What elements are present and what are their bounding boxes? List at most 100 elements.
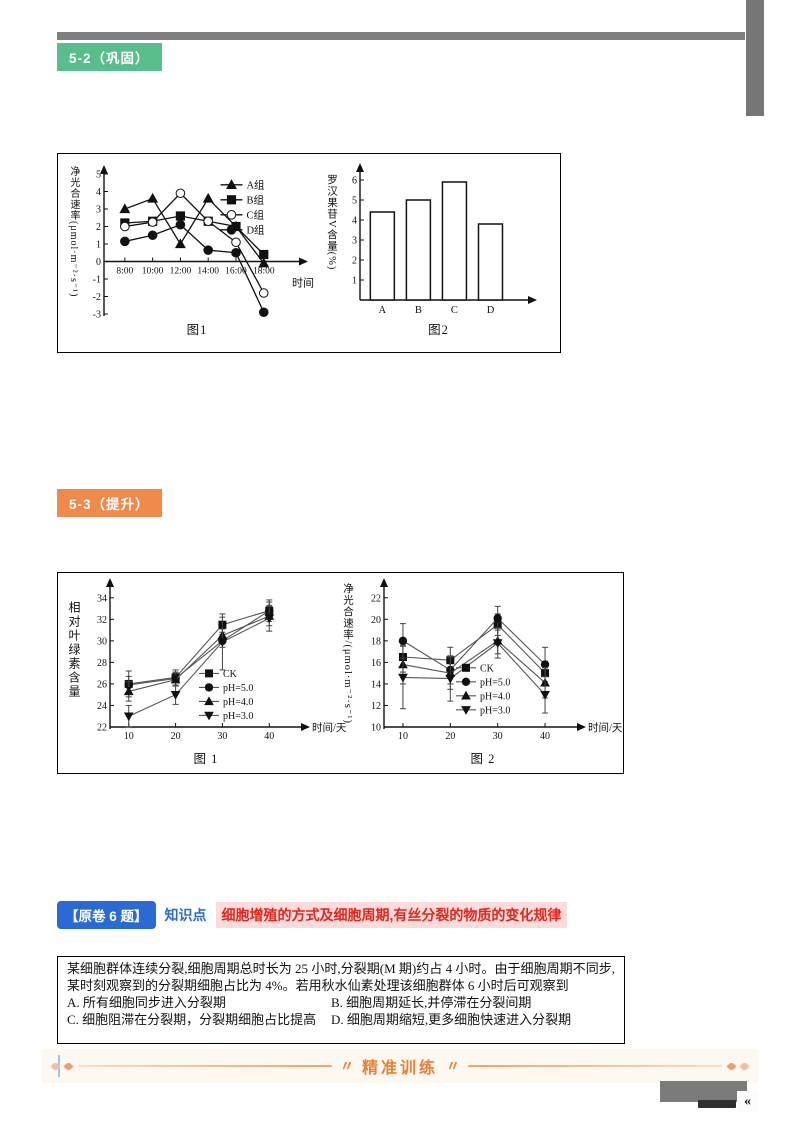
footer-small-text	[698, 1100, 736, 1108]
svg-text:18: 18	[371, 636, 381, 647]
footer-gray-bar	[660, 1081, 747, 1102]
footer-guillemet: «	[737, 1091, 758, 1112]
question-source-badge: 【原卷 6 题】	[57, 901, 156, 929]
svg-text:3: 3	[96, 205, 101, 216]
options-grid: A. 所有细胞同步进入分裂期 B. 细胞周期延长,并停滞在分裂间期 C. 细胞阻…	[67, 995, 615, 1028]
svg-text:12: 12	[371, 701, 381, 712]
svg-text:1: 1	[96, 240, 101, 251]
svg-text:20: 20	[171, 731, 181, 742]
question-box: 某细胞群体连续分裂,细胞周期总时长为 25 小时,分裂期(M 期)约占 4 小时…	[57, 956, 625, 1044]
option-label: C.	[67, 1011, 79, 1027]
line-chart-canvas: -3 -2 -1 0 1 2 3 4 5 8:00 10:00 12:00 14:00 16:00 18:0…	[93, 165, 314, 321]
svg-text:10: 10	[124, 731, 134, 742]
svg-text:24: 24	[97, 701, 107, 712]
question-stem: 某细胞群体连续分裂,细胞周期总时长为 25 小时,分裂期(M 期)约占 4 小时…	[67, 961, 615, 993]
svg-text:pH=4.0: pH=4.0	[223, 697, 253, 708]
svg-text:0: 0	[96, 257, 101, 268]
svg-text:时间/天: 时间/天	[588, 721, 623, 734]
figure-caption: 图 1	[193, 752, 219, 766]
svg-text:18:00: 18:00	[253, 267, 275, 277]
svg-text:26: 26	[97, 679, 107, 690]
figure-panel-2: 相对叶绿素含量 22 24 26 28 30 32 34 10 20 30 40 时间/天 CK pH=5…	[57, 572, 624, 774]
y-axis-label: 罗汉果苷V含量(%)	[326, 174, 337, 271]
figure-caption: 图1	[186, 323, 208, 337]
section-badge-5-3: 5-3（提升）	[57, 489, 162, 517]
svg-text:14:00: 14:00	[197, 267, 219, 277]
svg-text:-2: -2	[93, 292, 101, 303]
option-label: B.	[331, 995, 343, 1010]
svg-text:40: 40	[540, 731, 550, 742]
svg-text:16:00: 16:00	[225, 267, 247, 277]
svg-text:pH=4.0: pH=4.0	[480, 691, 510, 702]
top-divider-bar	[57, 32, 745, 40]
figure-panel-1: 净光合速率(μmol·m⁻²·s⁻¹) -3 -2 -1 0 1 2 3 4 5 8:00 10:0…	[57, 153, 561, 353]
bar-chart-canvas: 1 2 3 4 5 6 A B C D	[352, 163, 537, 316]
option-label: A.	[67, 995, 80, 1010]
line-chart-canvas: 10 12 14 16 18 20 22 10 20 30 40 时间/天 CK pH=5.0 pH=4.0…	[371, 578, 623, 742]
svg-text:32: 32	[97, 615, 107, 626]
chart-net-photosynthesis-ph: 净光合速率/(μmol·m⁻²·s⁻¹) 10 12 14 16 18 20 22 10 20 3…	[334, 578, 623, 767]
svg-text:34: 34	[97, 593, 107, 604]
svg-text:-3: -3	[93, 310, 101, 321]
svg-text:16: 16	[371, 658, 381, 669]
svg-text:2: 2	[96, 222, 101, 233]
svg-text:A: A	[379, 305, 387, 316]
svg-text:CK: CK	[480, 663, 495, 674]
svg-text:3: 3	[352, 236, 357, 247]
svg-text:5: 5	[352, 196, 357, 207]
figure-caption: 图 2	[470, 752, 496, 766]
diamond-ornament-icon	[739, 1061, 750, 1071]
svg-text:28: 28	[97, 658, 107, 669]
right-edge-bar	[746, 0, 764, 116]
svg-text:10:00: 10:00	[142, 267, 164, 277]
svg-text:12:00: 12:00	[170, 267, 192, 277]
svg-text:22: 22	[97, 723, 107, 734]
option-a: A. 所有细胞同步进入分裂期	[67, 995, 331, 1012]
svg-text:40: 40	[264, 731, 274, 742]
option-c: C. 细胞阻滞在分裂期，分裂期细胞占比提高	[67, 1012, 331, 1029]
svg-text:时间/天: 时间/天	[312, 721, 347, 734]
option-label: D.	[331, 1011, 344, 1027]
svg-text:C: C	[451, 305, 458, 316]
svg-text:10: 10	[371, 723, 381, 734]
svg-text:-1: -1	[93, 275, 101, 286]
svg-text:D: D	[487, 305, 495, 316]
chart-relative-chlorophyll: 相对叶绿素含量 22 24 26 28 30 32 34 10 20 30 40 时间/天 CK pH=5…	[62, 578, 347, 767]
svg-text:B组: B组	[246, 193, 264, 206]
svg-text:pH=5.0: pH=5.0	[480, 677, 510, 688]
svg-text:4: 4	[352, 216, 357, 227]
svg-text:pH=5.0: pH=5.0	[223, 683, 253, 694]
svg-text:pH=3.0: pH=3.0	[480, 705, 510, 716]
option-text: 所有细胞同步进入分裂期	[82, 995, 226, 1010]
knowledge-point-label: 知识点	[164, 907, 207, 923]
svg-text:C组: C组	[246, 208, 264, 221]
training-banner: 〃 精准训练 〃	[42, 1049, 758, 1083]
svg-text:A组: A组	[246, 178, 265, 191]
svg-text:时间: 时间	[292, 277, 314, 290]
svg-text:1: 1	[352, 276, 357, 287]
svg-text:30: 30	[97, 636, 107, 647]
svg-text:30: 30	[217, 731, 227, 742]
option-text: 细胞周期缩短,更多细胞快速进入分裂期	[346, 1011, 572, 1027]
svg-text:20: 20	[371, 615, 381, 626]
knowledge-point-text: 细胞增殖的方式及细胞周期,有丝分裂的物质的变化规律	[215, 902, 568, 928]
svg-text:14: 14	[371, 679, 381, 690]
ditto-mark-icon: 〃	[446, 1060, 461, 1075]
training-banner-title: 精准训练	[362, 1060, 439, 1077]
chart-net-photosynthesis-groups: 净光合速率(μmol·m⁻²·s⁻¹) -3 -2 -1 0 1 2 3 4 5 8:00 10:0…	[62, 160, 316, 338]
ditto-mark-icon: 〃	[340, 1060, 354, 1075]
svg-text:22: 22	[371, 593, 381, 604]
diamond-ornament-icon	[63, 1061, 74, 1071]
knowledge-point-row: 【原卷 6 题】 知识点 细胞增殖的方式及细胞周期,有丝分裂的物质的变化规律	[57, 901, 568, 929]
diamond-ornament-icon	[726, 1061, 737, 1071]
banner-rule-left	[78, 1065, 332, 1067]
option-b: B. 细胞周期延长,并停滞在分裂间期	[331, 995, 615, 1012]
svg-text:6: 6	[352, 176, 357, 187]
svg-text:20: 20	[445, 731, 455, 742]
svg-text:D组: D组	[246, 223, 265, 236]
section-badge-5-2: 5-2（巩固）	[57, 43, 162, 71]
option-text: 细胞阻滞在分裂期，分裂期细胞占比提高	[82, 1011, 317, 1027]
option-d: D. 细胞周期缩短,更多细胞快速进入分裂期	[331, 1012, 615, 1029]
banner-rule-right	[468, 1065, 723, 1067]
